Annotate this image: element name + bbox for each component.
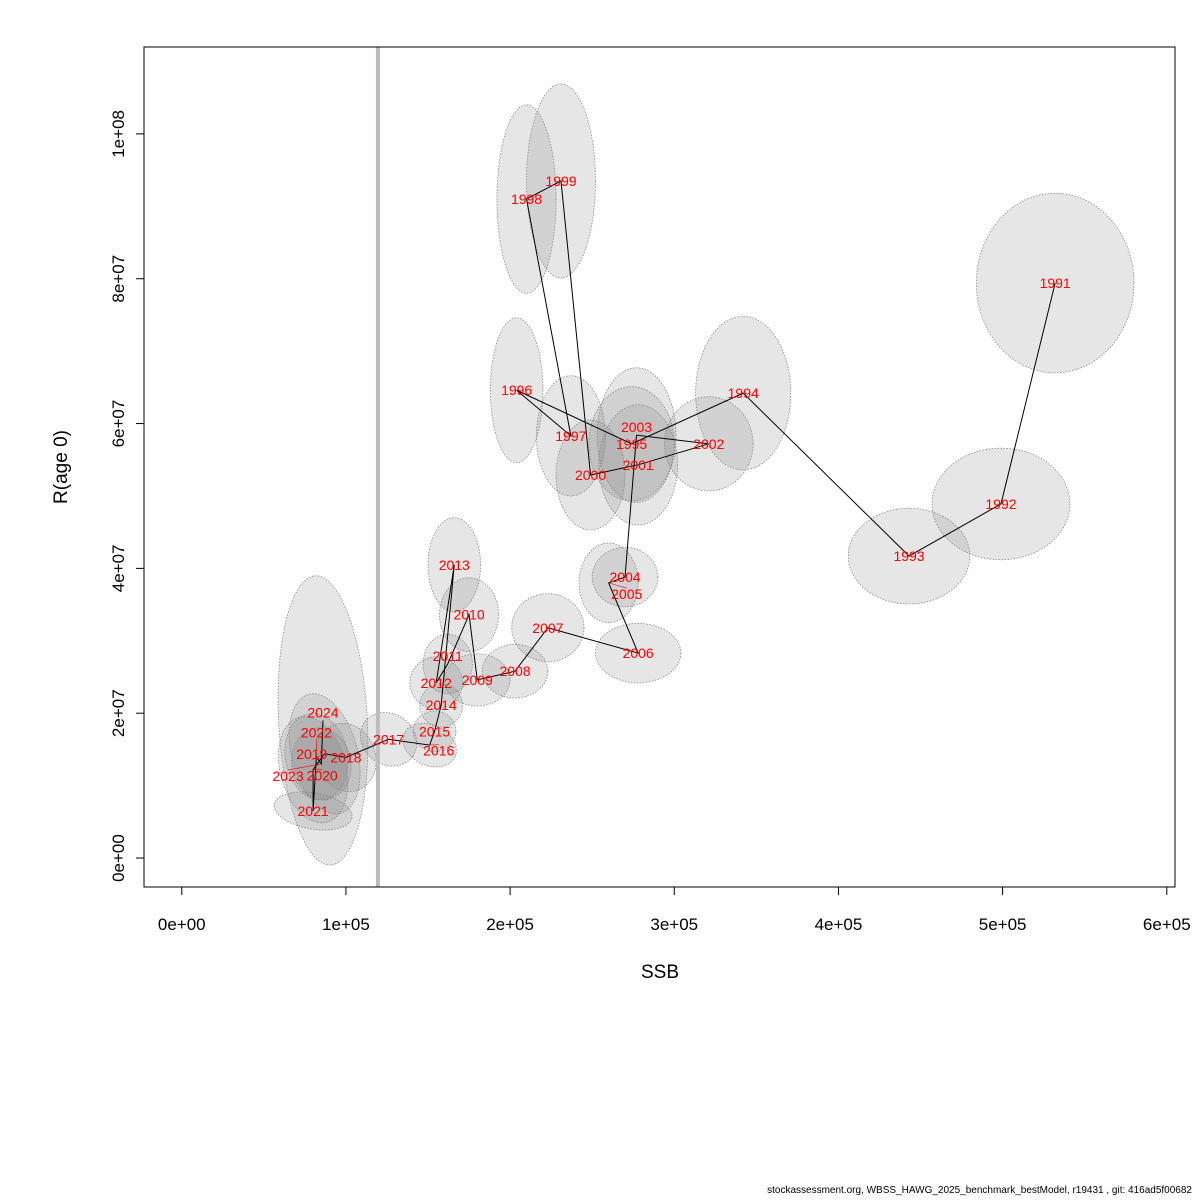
year-label-2012: 2012 [421, 675, 452, 691]
label-leader-lines [287, 582, 627, 771]
trajectory-line-group [312, 180, 1056, 811]
year-label-2003: 2003 [621, 419, 652, 435]
year-label-1993: 1993 [893, 548, 924, 564]
year-label-1998: 1998 [511, 191, 542, 207]
confidence-ellipses [273, 83, 1135, 866]
year-label-2021: 2021 [298, 803, 329, 819]
leader-line-2005 [608, 582, 627, 589]
year-label-2008: 2008 [499, 663, 530, 679]
year-label-2019: 2019 [296, 746, 327, 762]
y-tick-label: 0e+00 [109, 834, 128, 882]
year-label-2014: 2014 [426, 697, 457, 713]
year-label-2005: 2005 [611, 586, 642, 602]
x-tick-label: 3e+05 [650, 915, 698, 934]
year-label-2000: 2000 [575, 467, 606, 483]
year-label-2016: 2016 [423, 743, 454, 759]
trajectory-line [312, 180, 1056, 811]
ellipse-2024 [277, 575, 369, 866]
year-label-2001: 2001 [623, 457, 654, 473]
x-axis-label: SSB [641, 962, 679, 983]
year-label-2002: 2002 [693, 436, 724, 452]
year-label-2006: 2006 [623, 645, 654, 661]
year-label-2010: 2010 [453, 607, 484, 623]
year-label-2023: 2023 [272, 768, 303, 784]
year-label-1994: 1994 [728, 385, 759, 401]
year-label-2022: 2022 [301, 725, 332, 741]
year-label-1996: 1996 [501, 382, 532, 398]
y-axis-label: R(age 0) [51, 430, 72, 504]
x-tick-label: 4e+05 [815, 915, 863, 934]
year-label-1997: 1997 [555, 428, 586, 444]
leader-line-2019 [311, 753, 325, 761]
year-label-2009: 2009 [462, 672, 493, 688]
year-label-2020: 2020 [307, 767, 338, 783]
year-label-2024: 2024 [307, 704, 338, 720]
year-label-2017: 2017 [373, 731, 404, 747]
y-tick-label: 8e+07 [109, 255, 128, 303]
year-label-1992: 1992 [985, 496, 1016, 512]
year-label-2018: 2018 [330, 749, 361, 765]
year-label-2007: 2007 [532, 620, 563, 636]
year-label-1999: 1999 [545, 173, 576, 189]
x-tick-label: 2e+05 [486, 915, 534, 934]
x-tick-label: 0e+00 [158, 915, 206, 934]
leader-line-2023 [287, 763, 322, 771]
year-label-2013: 2013 [439, 557, 470, 573]
year-label-1991: 1991 [1040, 275, 1071, 291]
y-tick-label: 6e+07 [109, 400, 128, 448]
y-tick-label: 1e+08 [109, 110, 128, 158]
x-tick-label: 6e+05 [1143, 915, 1191, 934]
year-label-2004: 2004 [609, 569, 640, 585]
y-tick-label: 4e+07 [109, 545, 128, 593]
axes: 0e+00 1e+05 2e+05 3e+05 4e+05 5e+05 6e+05 0e+00… [109, 110, 1191, 934]
year-label-2011: 2011 [433, 648, 463, 664]
y-tick-label: 2e+07 [109, 689, 128, 737]
x-tick-label: 1e+05 [322, 915, 370, 934]
year-label-1995: 1995 [616, 436, 647, 452]
x-tick-label: 5e+05 [979, 915, 1027, 934]
year-label-2015: 2015 [419, 723, 450, 739]
footer-credit: stockassessment.org, WBSS_HAWG_2025_benc… [767, 1185, 1192, 1196]
